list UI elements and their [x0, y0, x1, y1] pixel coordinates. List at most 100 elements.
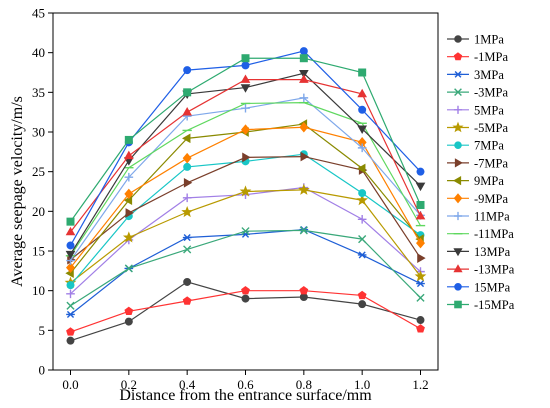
data-point [182, 107, 192, 116]
legend-item: -5MPa [447, 121, 508, 135]
legend-item: 7MPa [447, 139, 504, 153]
data-point [66, 289, 75, 299]
data-point [358, 235, 367, 244]
legend-label: -9MPa [474, 192, 508, 206]
legend-label: 9MPa [474, 174, 504, 188]
data-point [299, 121, 309, 133]
axes-layer: 0.0 0.2 0.4 0.6 0.8 1.0 1.2 0 5 10 15 20 25 30 35 40 45 [32, 6, 439, 392]
legend-label: -3MPa [474, 86, 508, 100]
data-point [183, 177, 193, 188]
data-point [124, 264, 133, 273]
legend-marker [454, 282, 462, 291]
data-point [66, 310, 75, 319]
data-point [183, 88, 192, 97]
legend-item: -13MPa [447, 263, 515, 277]
x-tick-label: 1.0 [354, 377, 370, 392]
x-axis-title: Distance from the entrance surface/mm [119, 387, 372, 404]
legend-item: -11MPa [447, 227, 514, 241]
legend-marker [454, 88, 462, 96]
data-point [183, 66, 192, 75]
legend-label: -7MPa [474, 156, 508, 170]
data-point [416, 200, 425, 209]
data-point [240, 74, 251, 83]
legend-item: 15MPa [447, 280, 511, 294]
data-point [124, 150, 134, 160]
y-tick-label: 10 [32, 283, 45, 298]
x-tick-label: 0.2 [121, 377, 137, 392]
series--9MPa [66, 121, 425, 273]
data-point [357, 163, 366, 174]
legend-item: -1MPa [447, 50, 508, 64]
legend-item: 13MPa [447, 245, 511, 259]
legend-label: 15MPa [474, 280, 511, 294]
data-point [66, 336, 75, 345]
data-point [417, 253, 426, 263]
data-point [357, 125, 367, 134]
y-tick-label: 35 [32, 85, 45, 100]
data-point [65, 250, 76, 260]
data-point [125, 208, 134, 218]
x-tick-label: 1.2 [412, 377, 428, 392]
data-point [299, 54, 308, 63]
data-point [66, 217, 75, 226]
legend-marker [453, 193, 463, 204]
data-point [241, 54, 250, 63]
data-point [358, 189, 367, 198]
legend-marker [454, 141, 462, 150]
series-3MPa [66, 226, 425, 319]
legend: 1MPa -1MPa 3MPa -3MPa 5MPa -5MPa 7MPa -7MPa 9MPa… [447, 33, 515, 312]
data-point [66, 301, 75, 310]
data-point [299, 293, 308, 302]
y-axis-title: Average seepage velocity/m/s [9, 96, 26, 287]
data-point [66, 281, 75, 290]
legend-marker [453, 211, 463, 221]
data-point [358, 105, 367, 114]
data-point [122, 231, 135, 243]
series-layer [64, 47, 427, 345]
data-point [66, 327, 75, 336]
legend-item: -15MPa [447, 298, 515, 312]
data-point [182, 233, 192, 242]
legend-label: 5MPa [474, 103, 504, 117]
data-point [241, 294, 250, 303]
data-point [183, 277, 192, 286]
data-point [241, 227, 250, 236]
legend-label: 13MPa [474, 245, 511, 259]
legend-label: 1MPa [474, 33, 504, 47]
legend-marker [454, 35, 462, 43]
series--1MPa [66, 286, 425, 336]
legend-item: 5MPa [447, 103, 504, 117]
series-line [70, 186, 421, 295]
data-point [300, 151, 309, 162]
data-point [240, 84, 251, 93]
data-point [124, 306, 134, 316]
data-point [416, 167, 425, 176]
y-tick-label: 40 [32, 45, 45, 60]
data-point [357, 88, 367, 98]
data-point [416, 316, 425, 325]
legend-label: -1MPa [474, 50, 508, 64]
data-point [183, 162, 192, 171]
data-point [182, 152, 192, 164]
data-point [124, 135, 133, 144]
data-point [182, 133, 191, 144]
legend-marker [453, 264, 463, 273]
data-point [415, 210, 426, 220]
data-point [241, 103, 250, 113]
data-point [242, 152, 251, 163]
data-point [181, 205, 194, 218]
legend-marker [453, 71, 463, 78]
series-11MPa [66, 93, 425, 265]
legend-label: 3MPa [474, 68, 504, 82]
legend-label: 11MPa [474, 210, 510, 224]
data-point [65, 226, 76, 236]
data-point [357, 214, 367, 224]
legend-marker [454, 300, 462, 309]
series--11MPa [65, 101, 426, 257]
data-point [299, 226, 308, 235]
data-point [299, 70, 309, 79]
data-point [358, 68, 367, 77]
y-tick-label: 5 [39, 323, 46, 338]
legend-item: 9MPa [447, 174, 504, 188]
